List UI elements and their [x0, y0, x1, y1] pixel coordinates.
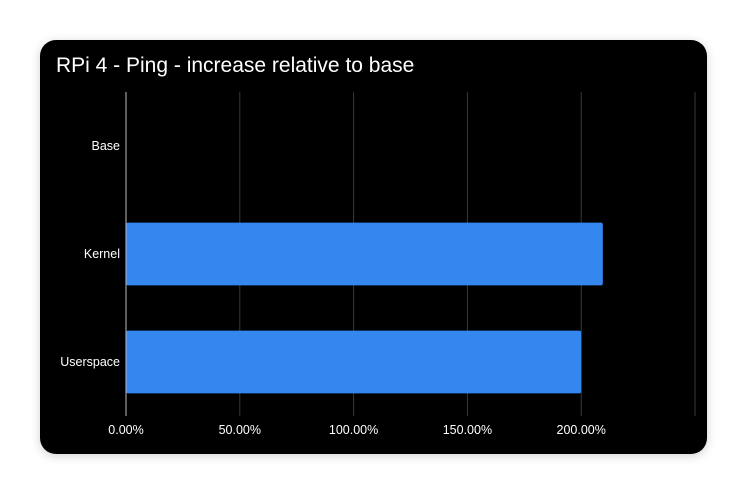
x-tick-label: 150.00% [443, 423, 492, 437]
bar-chart: Base Kernel Userspace 0.00% 50.00% 100.00% 150… [60, 92, 696, 437]
bar-userspace [126, 330, 582, 394]
x-tick-label: 200.00% [557, 423, 606, 437]
bar-kernel [126, 222, 603, 286]
category-label: Userspace [60, 355, 120, 369]
x-tick-label: 100.00% [329, 423, 378, 437]
x-tick-label: 0.00% [108, 423, 143, 437]
chart-title: RPi 4 - Ping - increase relative to base [56, 54, 415, 77]
x-tick-label: 50.00% [219, 423, 261, 437]
chart-card: RPi 4 - Ping - increase relative to base… [40, 40, 707, 454]
category-label: Base [92, 139, 121, 153]
category-label: Kernel [84, 247, 120, 261]
